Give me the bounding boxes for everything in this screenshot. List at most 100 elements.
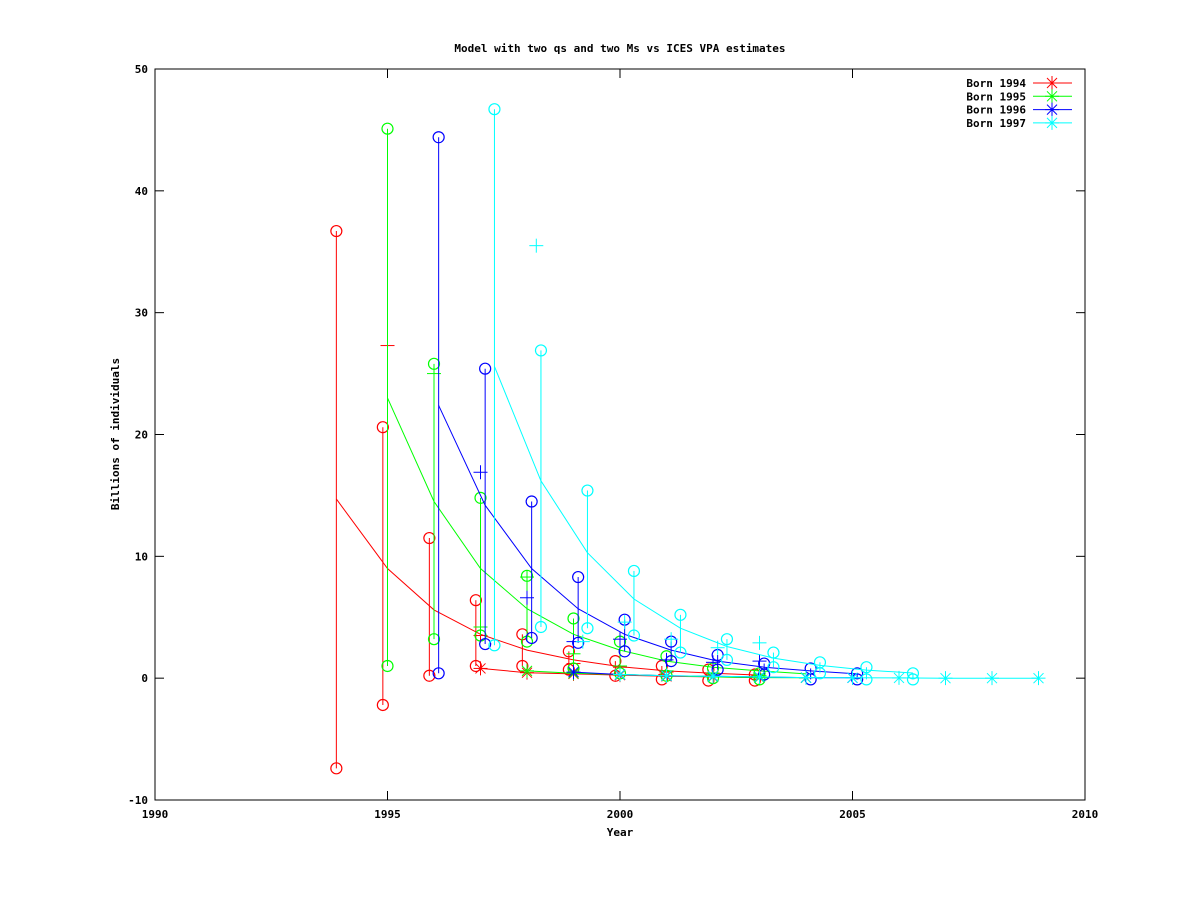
interval-low-circle [860, 673, 873, 686]
model-curve [335, 498, 760, 676]
vpa-point [520, 590, 534, 605]
interval-low-circle [851, 673, 864, 686]
asterisk-point [1031, 671, 1046, 686]
interval-low-circle [469, 659, 482, 673]
interval-low-circle [665, 655, 678, 668]
interval-low-circle [572, 636, 585, 649]
vpa-point [529, 238, 544, 253]
interval-high-circle [525, 495, 538, 508]
interval-low-circle [581, 622, 594, 635]
asterisk-point [799, 670, 813, 685]
vpa-point [473, 465, 488, 480]
series-born-1996 [432, 131, 864, 686]
model-curve [493, 366, 913, 674]
asterisk-point [985, 671, 999, 686]
vpa-point [710, 640, 725, 655]
vpa-point [617, 615, 632, 630]
asterisk-stroke [800, 672, 812, 683]
interval-low-circle [720, 653, 734, 666]
y-tick-label: 20 [135, 429, 148, 442]
interval-high-circle [627, 564, 641, 578]
interval-low-circle [627, 629, 641, 642]
interval-high-circle [804, 662, 817, 675]
series-born-1997 [488, 103, 1046, 686]
vpa-point [659, 652, 674, 667]
interval-high-circle [474, 491, 487, 504]
y-axis-label: Billions of individuals [109, 358, 122, 510]
interval-high-circle [572, 570, 585, 584]
interval-high-circle [720, 633, 734, 646]
asterisk-point [520, 663, 534, 678]
interval-low-circle [516, 659, 529, 673]
series-born-1995 [381, 122, 813, 686]
legend-asterisk [1045, 102, 1059, 117]
asterisk-stroke [893, 672, 905, 684]
asterisk-stroke [1046, 117, 1058, 129]
interval-high-circle [469, 594, 482, 607]
vpa-point [752, 654, 767, 669]
asterisk-stroke [986, 672, 998, 684]
interval-low-circle [562, 663, 575, 676]
asterisk-stroke [1046, 104, 1058, 115]
asterisk-point [659, 668, 674, 683]
asterisk-stroke [940, 672, 951, 684]
interval-low-circle [479, 637, 492, 651]
interval-low-circle [427, 633, 441, 646]
interval-low-circle [488, 639, 501, 652]
y-tick-label: 40 [135, 185, 148, 198]
interval-low-circle [381, 659, 394, 673]
interval-high-circle [674, 608, 687, 621]
asterisk-line [619, 674, 1039, 679]
asterisk-point [938, 671, 953, 686]
asterisk-point [706, 669, 720, 684]
y-tick-label: 10 [135, 550, 148, 563]
interval-low-circle [711, 663, 724, 676]
asterisk-stroke [847, 672, 858, 684]
asterisk-stroke [521, 665, 533, 677]
asterisk-stroke [614, 669, 626, 680]
interval-high-circle [423, 531, 436, 545]
plot-frame [154, 68, 1086, 801]
x-tick-label: 2010 [1072, 808, 1099, 821]
interval-low-circle [423, 669, 436, 682]
vpa-point [575, 634, 590, 649]
vpa-point [664, 632, 679, 647]
interval-low-circle [432, 667, 445, 680]
asterisk-stroke [568, 666, 579, 678]
interval-low-circle [618, 645, 631, 658]
interval-low-circle [767, 661, 780, 674]
asterisk-point [613, 667, 627, 682]
interval-high-circle [488, 103, 501, 116]
x-tick-label: 2000 [607, 808, 634, 821]
y-tick-label: 0 [141, 672, 148, 685]
interval-high-circle [767, 646, 780, 659]
chart-title: Model with two qs and two Ms vs ICES VPA… [454, 42, 785, 55]
interval-low-circle [330, 762, 343, 775]
legend-asterisk [1045, 76, 1059, 90]
model-curve [438, 405, 858, 675]
asterisk-point [892, 670, 906, 685]
x-tick-label: 1990 [142, 808, 169, 821]
interval-high-circle [581, 484, 594, 497]
interval-high-circle [562, 645, 575, 658]
interval-high-circle [860, 661, 873, 674]
legend-label: Born 1995 [966, 90, 1026, 103]
interval-high-circle [376, 421, 389, 434]
interval-low-circle [376, 698, 389, 712]
y-tick-label: 30 [135, 307, 148, 320]
legend-asterisk [1045, 89, 1059, 104]
asterisk-stroke [661, 670, 672, 682]
asterisk-stroke [1046, 77, 1058, 89]
asterisk-stroke [1046, 90, 1058, 102]
legend-label: Born 1996 [966, 104, 1026, 117]
x-tick-label: 2005 [839, 808, 866, 821]
y-tick-label: 50 [135, 63, 148, 76]
interval-high-circle [813, 656, 827, 669]
interval-low-circle [534, 620, 548, 634]
asterisk-point [566, 665, 581, 680]
interval-high-circle [567, 612, 580, 625]
legend-asterisk [1045, 115, 1059, 130]
interval-low-circle [674, 646, 687, 659]
